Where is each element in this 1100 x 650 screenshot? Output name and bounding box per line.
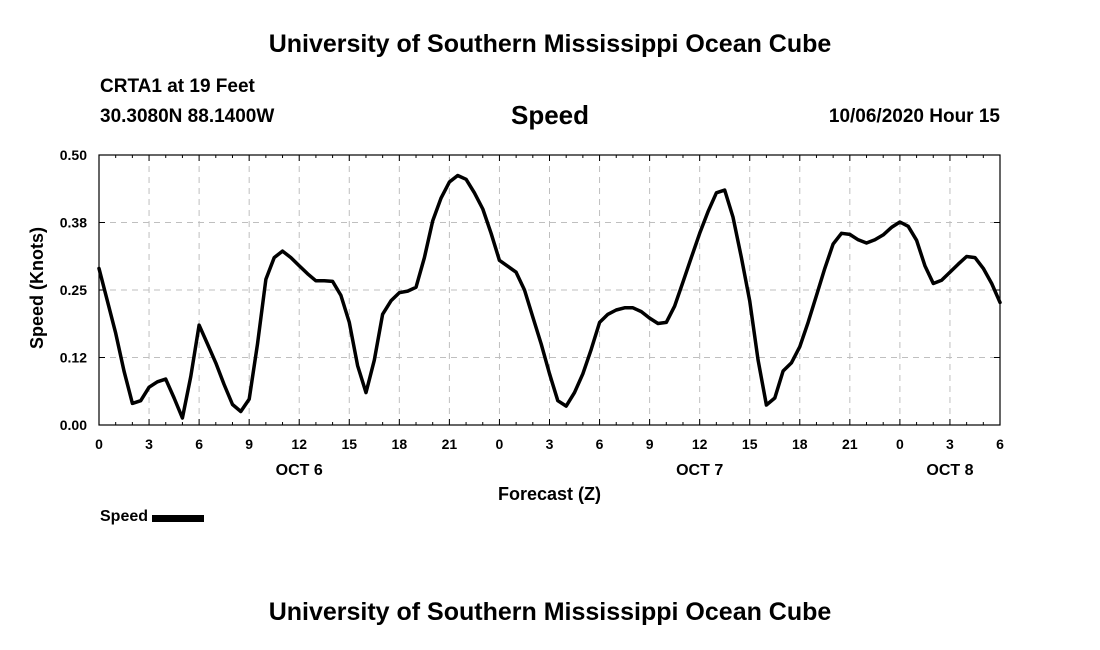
x-tick-label: 18 (792, 436, 808, 452)
legend: Speed (100, 508, 205, 526)
x-tick-label: 0 (896, 436, 904, 452)
x-tick-label: 3 (946, 436, 954, 452)
y-tick-label: 0.00 (60, 417, 87, 433)
x-tick-label: 15 (341, 436, 357, 452)
x-tick-label: 18 (392, 436, 408, 452)
station-label: CRTA1 at 19 Feet (100, 76, 255, 97)
legend-swatch (152, 514, 205, 522)
page-title: University of Southern Mississippi Ocean… (268, 30, 832, 58)
x-tick-label: 12 (692, 436, 708, 452)
coordinates-label: 30.3080N 88.1400W (100, 106, 275, 127)
date-label: OCT 8 (926, 462, 973, 479)
x-tick-label: 3 (546, 436, 554, 452)
y-tick-label: 0.50 (60, 147, 87, 163)
x-tick-label: 9 (646, 436, 654, 452)
x-tick-label: 0 (496, 436, 504, 452)
x-tick-label: 6 (596, 436, 604, 452)
legend-label: Speed (100, 508, 149, 525)
chart-title: Speed (510, 100, 590, 130)
x-tick-label: 15 (742, 436, 758, 452)
y-tick-label: 0.12 (60, 350, 87, 366)
datetime-label: 10/06/2020 Hour 15 (828, 106, 1000, 127)
series-line-speed (97, 173, 1002, 420)
x-tick-label: 21 (442, 436, 458, 452)
date-label: OCT 7 (676, 462, 723, 479)
x-tick-label: 21 (842, 436, 858, 452)
date-label: OCT 6 (276, 462, 323, 479)
x-tick-label: 6 (195, 436, 203, 452)
x-tick-label: 6 (996, 436, 1004, 452)
x-tick-label: 0 (95, 436, 103, 452)
y-tick-label: 0.25 (60, 282, 87, 298)
x-tick-label: 9 (245, 436, 253, 452)
x-tick-label: 3 (145, 436, 153, 452)
x-tick-label: 12 (291, 436, 307, 452)
x-axis-label: Forecast (Z) (498, 484, 601, 504)
y-tick-label: 0.38 (60, 215, 87, 231)
y-axis-label: Speed (Knots) (27, 227, 47, 349)
footer-title: University of Southern Mississippi Ocean… (268, 598, 832, 626)
